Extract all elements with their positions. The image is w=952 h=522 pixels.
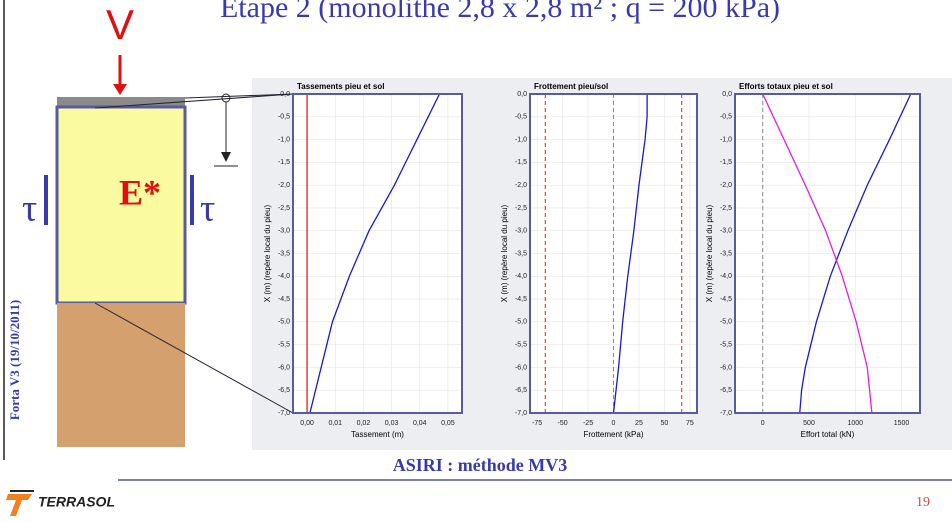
series-line <box>309 93 441 414</box>
caption: ASIRI : méthode MV3 <box>393 455 568 475</box>
y-tick-label: -6,5 <box>720 387 732 394</box>
x-tick-label: 0,05 <box>441 420 455 427</box>
x-tick-label: 0,01 <box>328 420 342 427</box>
y-tick-label: -7,0 <box>515 410 527 417</box>
y-tick-label: -6,5 <box>515 387 527 394</box>
x-tick-label: 0 <box>612 420 616 427</box>
plot-frame <box>292 93 463 414</box>
y-tick-label: -7,0 <box>720 410 732 417</box>
y-tick-label: 0,0 <box>722 91 732 98</box>
x-tick-label: 500 <box>803 420 815 427</box>
page-number: 19 <box>916 495 930 510</box>
y-tick-label: -1,5 <box>720 159 732 166</box>
x-tick-label: 1500 <box>894 420 910 427</box>
chart-title: Efforts totaux pieu et sol <box>739 82 833 91</box>
series-line <box>612 94 648 414</box>
y-tick-label: -0,5 <box>720 114 732 121</box>
y-tick-label: -3,5 <box>278 250 290 257</box>
plot-frame <box>529 93 698 414</box>
link-line <box>184 93 294 99</box>
y-tick-label: -3,5 <box>515 250 527 257</box>
y-tick-label: -6,5 <box>278 387 290 394</box>
y-tick-label: -0,5 <box>515 114 527 121</box>
series-line <box>762 93 873 414</box>
series-line <box>799 93 912 414</box>
x-tick-label: 75 <box>686 420 694 427</box>
x-tick-label: 50 <box>661 420 669 427</box>
y-tick-label: -2,5 <box>515 205 527 212</box>
x-tick-label: 25 <box>635 420 643 427</box>
y-tick-label: -2,0 <box>515 182 527 189</box>
y-tick-label: -6,0 <box>515 364 527 371</box>
y-tick-label: -2,5 <box>720 205 732 212</box>
y-tick-label: 0,0 <box>517 91 527 98</box>
y-tick-label: -4,5 <box>278 296 290 303</box>
load-label: V <box>106 1 134 48</box>
y-tick-label: -4,0 <box>515 273 527 280</box>
y-tick-label: -5,5 <box>720 341 732 348</box>
plot-frame <box>734 93 921 414</box>
x-tick-label: -25 <box>583 420 593 427</box>
x-axis-label: Effort total (kN) <box>801 430 855 439</box>
side-note: Forta V3 (19/10/2011) <box>7 300 22 420</box>
cap <box>57 97 185 107</box>
chart-title: Frottement pieu/sol <box>534 82 608 91</box>
x-tick-label: 0,00 <box>300 420 314 427</box>
x-tick-label: 1000 <box>847 420 863 427</box>
pile <box>55 105 187 305</box>
y-tick-label: 0,0 <box>280 91 290 98</box>
shear-right: τ <box>200 188 215 230</box>
y-tick-label: -5,0 <box>720 319 732 326</box>
y-tick-label: -4,5 <box>515 296 527 303</box>
y-tick-label: -1,0 <box>515 136 527 143</box>
y-tick-label: -7,0 <box>278 410 290 417</box>
y-tick-label: -3,0 <box>720 228 732 235</box>
x-tick-label: 0,03 <box>385 420 399 427</box>
shear-left: τ <box>22 188 37 230</box>
y-tick-label: -3,5 <box>720 250 732 257</box>
y-axis-label: X (m) (repère local du pieu) <box>705 204 714 302</box>
y-tick-label: -2,0 <box>278 182 290 189</box>
x-tick-label: 0 <box>761 420 765 427</box>
y-tick-label: -4,0 <box>278 273 290 280</box>
y-axis-label: X (m) (repère local du pieu) <box>500 204 509 302</box>
y-tick-label: -6,0 <box>720 364 732 371</box>
x-tick-label: -50 <box>558 420 568 427</box>
y-tick-label: -1,5 <box>515 159 527 166</box>
y-tick-label: -5,5 <box>515 341 527 348</box>
modulus-label: E* <box>119 172 161 212</box>
load-arrow-head <box>113 84 127 95</box>
y-axis-label: X (m) (repère local du pieu) <box>263 204 272 302</box>
chart-title: Tassements pieu et sol <box>297 82 384 91</box>
y-tick-label: -2,5 <box>278 205 290 212</box>
soil <box>57 303 185 447</box>
link-line <box>94 93 294 109</box>
y-tick-label: -3,0 <box>278 228 290 235</box>
pointer-head <box>221 152 231 162</box>
x-tick-label: 0,02 <box>357 420 371 427</box>
y-tick-label: -1,5 <box>278 159 290 166</box>
y-tick-label: -2,0 <box>720 182 732 189</box>
y-tick-label: -3,0 <box>515 228 527 235</box>
y-tick-label: -5,0 <box>515 319 527 326</box>
x-tick-label: -75 <box>532 420 542 427</box>
y-tick-label: -1,0 <box>720 136 732 143</box>
logo-mark <box>6 494 32 516</box>
slide-title: Etape 2 (monolithe 2,8 x 2,8 m² ; q = 20… <box>220 0 780 24</box>
x-tick-label: 0,04 <box>413 420 427 427</box>
x-axis-label: Tassement (m) <box>351 430 404 439</box>
y-tick-label: -1,0 <box>278 136 290 143</box>
y-tick-label: -4,0 <box>720 273 732 280</box>
y-tick-label: -5,5 <box>278 341 290 348</box>
logo: TERRASOL <box>38 494 115 510</box>
y-tick-label: -0,5 <box>278 114 290 121</box>
y-tick-label: -5,0 <box>278 319 290 326</box>
pivot <box>221 93 231 103</box>
y-tick-label: -4,5 <box>720 296 732 303</box>
y-tick-label: -6,0 <box>278 364 290 371</box>
x-axis-label: Frottement (kPa) <box>583 430 643 439</box>
link-line <box>94 302 294 414</box>
